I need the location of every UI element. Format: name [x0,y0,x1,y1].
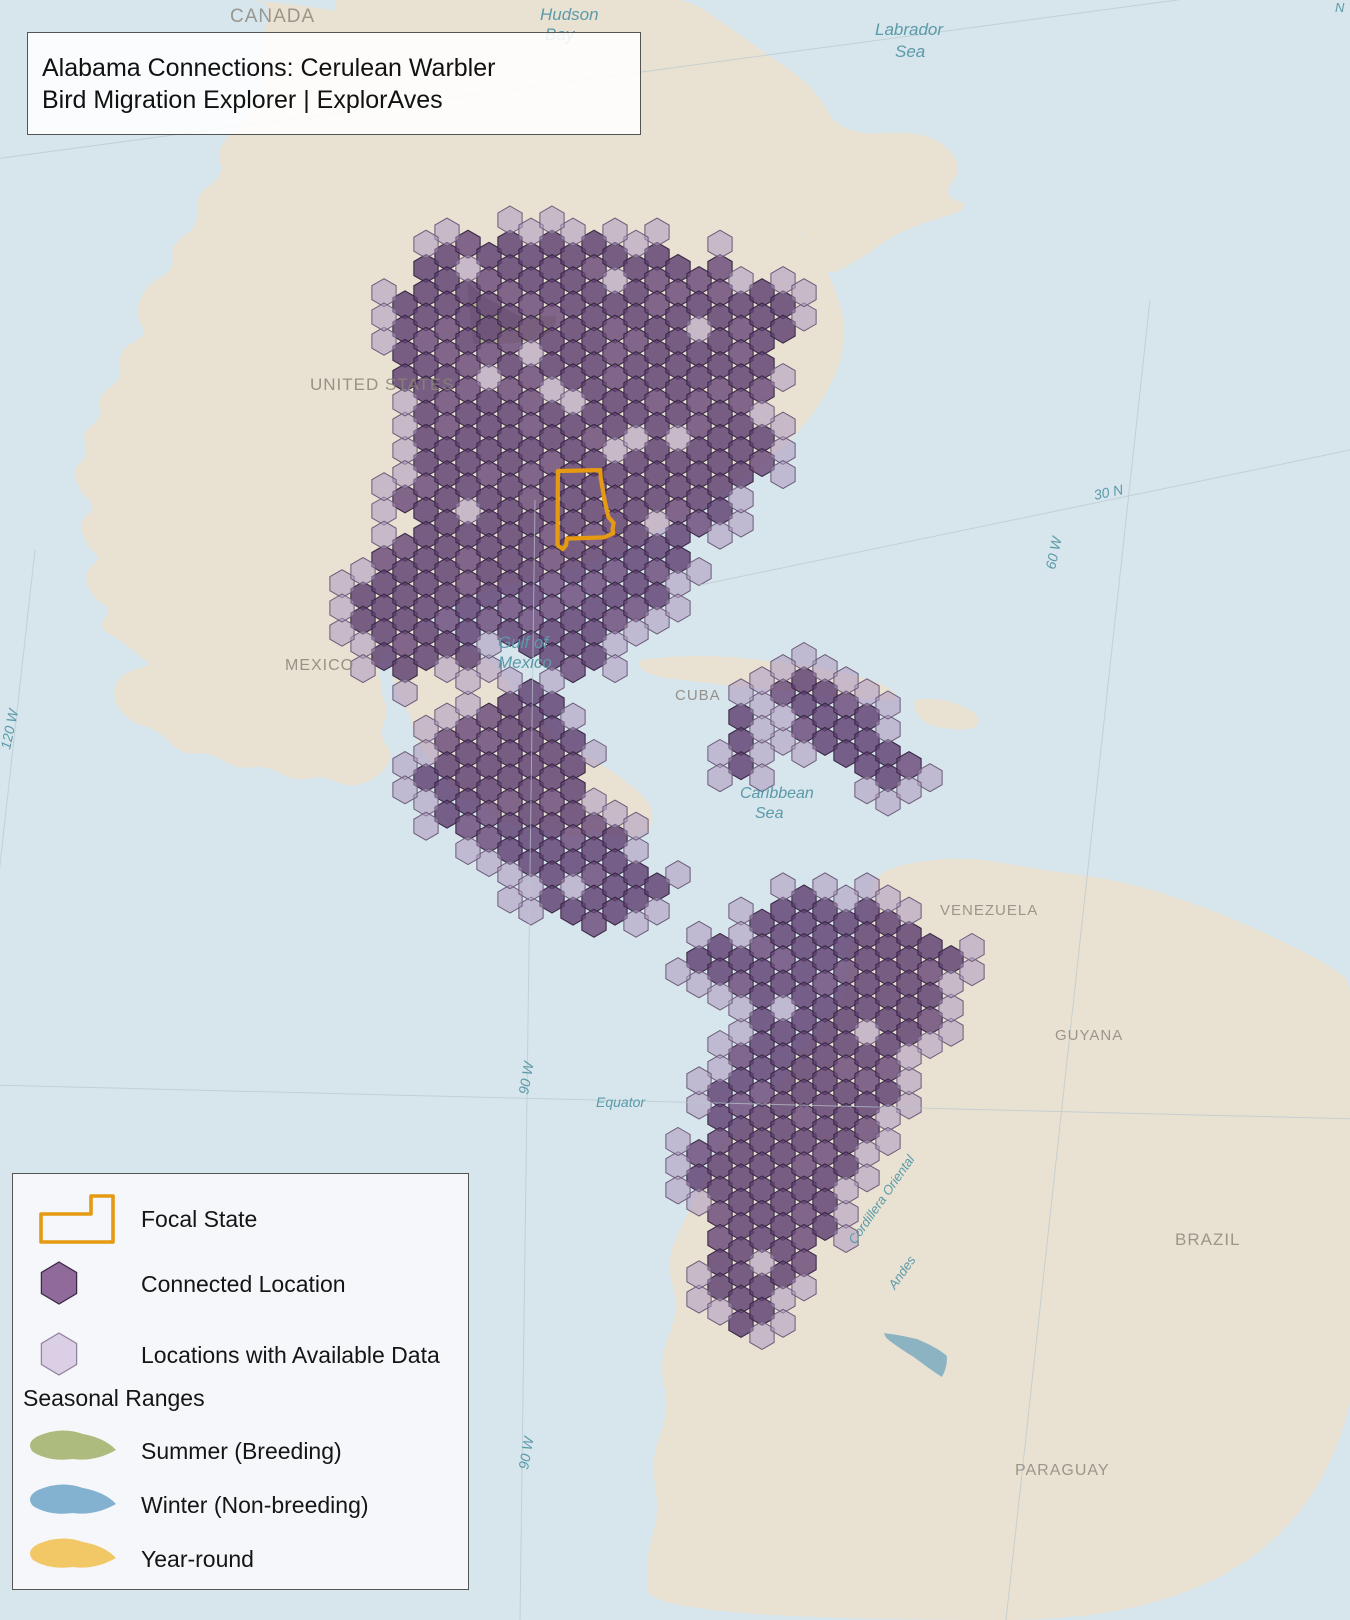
svg-text:Seasonal Ranges: Seasonal Ranges [23,1385,205,1411]
svg-text:Focal State: Focal State [141,1206,257,1232]
svg-text:Summer (Breeding): Summer (Breeding) [141,1438,342,1464]
svg-text:Connected Location: Connected Location [141,1271,346,1297]
svg-text:Year-round: Year-round [141,1546,254,1572]
svg-text:Locations with Available Data: Locations with Available Data [141,1342,440,1368]
svg-text:Winter (Non-breeding): Winter (Non-breeding) [141,1492,369,1518]
